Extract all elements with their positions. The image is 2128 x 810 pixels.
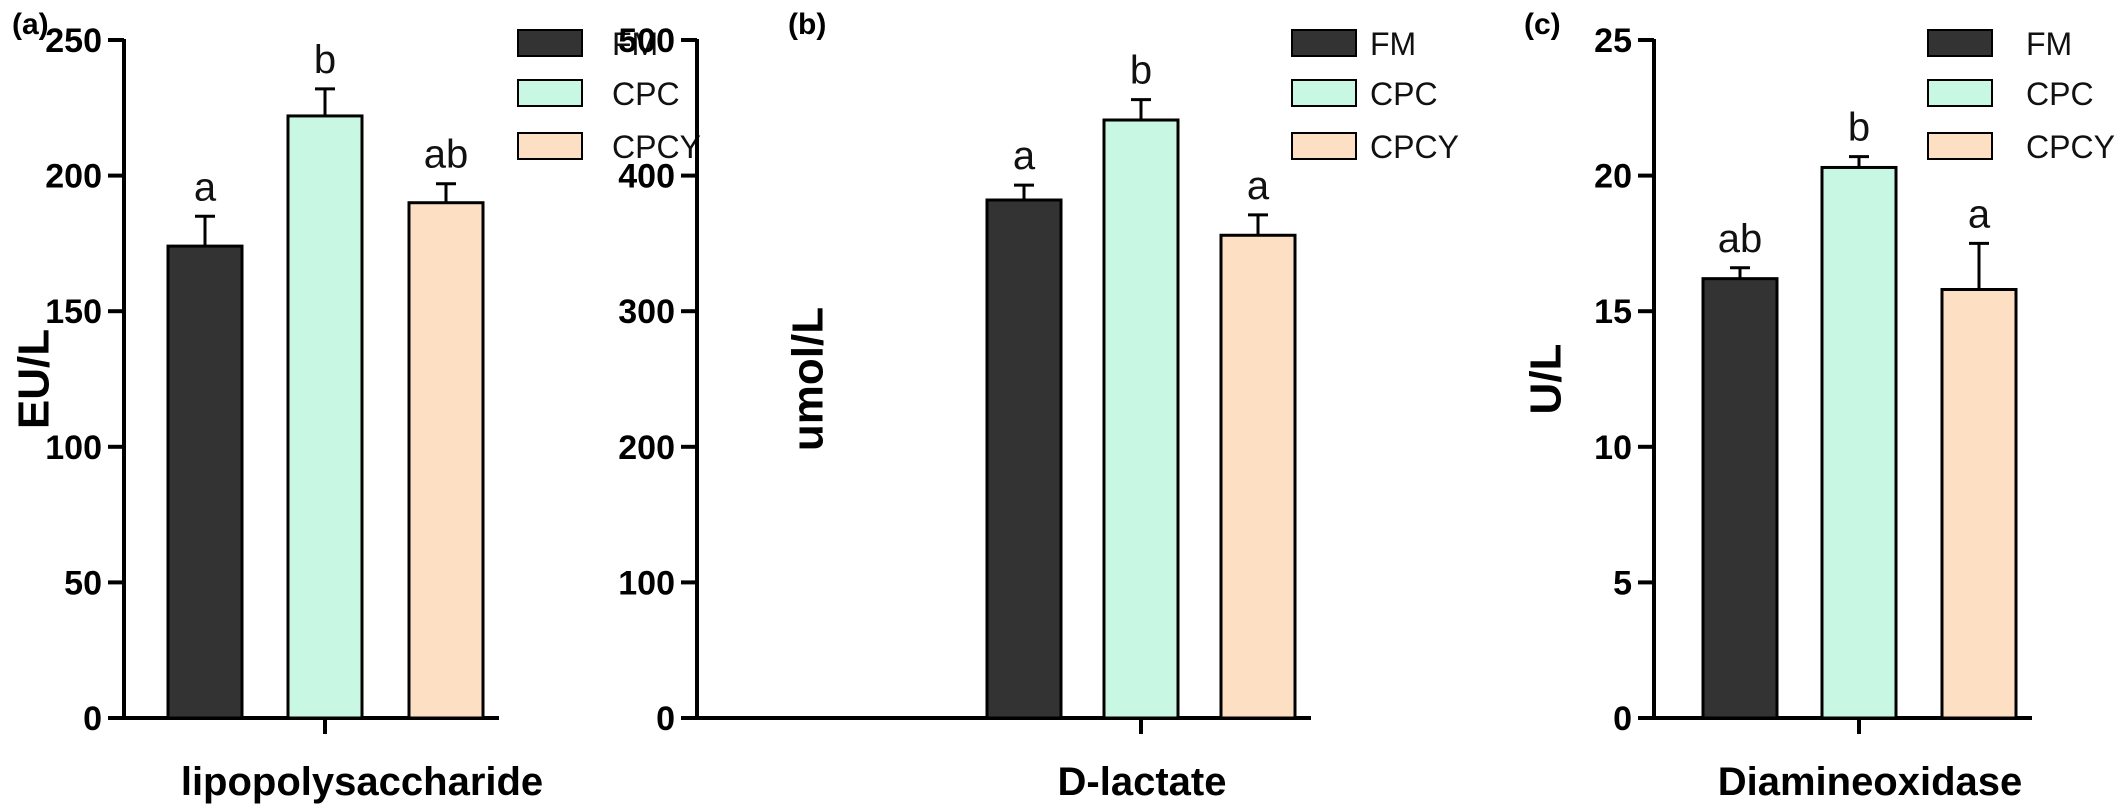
y-axis-label: umol/L bbox=[784, 307, 833, 451]
legend-swatch-fm bbox=[1291, 29, 1357, 57]
bar-cpcy bbox=[1940, 288, 2018, 720]
y-tick-label: 0 bbox=[656, 700, 675, 738]
y-tick-label: 200 bbox=[45, 158, 102, 196]
panel-letter: (a) bbox=[12, 8, 49, 41]
legend-label-cpcy: CPCY bbox=[1370, 129, 1459, 165]
legend-label-fm: FM bbox=[2026, 26, 2072, 62]
x-axis-label: D-lactate bbox=[1058, 760, 1227, 804]
legend-swatch-cpc bbox=[1927, 79, 1993, 107]
legend-label-cpc: CPC bbox=[2026, 76, 2094, 112]
bar-fm bbox=[166, 244, 244, 720]
x-axis-label: Diamineoxidase bbox=[1718, 760, 2023, 804]
significance-label-cpc: b bbox=[1848, 106, 1870, 150]
legend-label-cpcy: CPCY bbox=[2026, 129, 2115, 165]
legend-label-cpcy: CPCY bbox=[612, 129, 701, 165]
bar-cpc bbox=[286, 114, 364, 720]
y-tick-label: 200 bbox=[618, 429, 675, 467]
legend-swatch-fm bbox=[1927, 29, 1993, 57]
legend-label-cpc: CPC bbox=[612, 76, 680, 112]
bar-fm bbox=[985, 198, 1063, 720]
y-tick-label: 20 bbox=[1594, 158, 1632, 196]
legend-label-fm: FM bbox=[612, 26, 658, 62]
x-axis-label: lipopolysaccharide bbox=[181, 760, 543, 804]
y-tick-label: 0 bbox=[1613, 700, 1632, 738]
legend-swatch-cpcy bbox=[1291, 132, 1357, 160]
panel-letter: (c) bbox=[1524, 8, 1561, 41]
bar-cpc bbox=[1820, 165, 1898, 720]
significance-label-cpc: b bbox=[1130, 49, 1152, 93]
legend-label-fm: FM bbox=[1370, 26, 1416, 62]
y-tick-label: 300 bbox=[618, 293, 675, 331]
y-tick-label: 15 bbox=[1594, 293, 1632, 331]
y-tick-label: 25 bbox=[1594, 22, 1632, 60]
legend-swatch-cpc bbox=[517, 79, 583, 107]
y-axis-label: EU/L bbox=[10, 329, 59, 429]
chart-panel-1: (a) 0 50 100 150 200 250 EU/L lipopolysaccharide… bbox=[10, 8, 701, 804]
legend-swatch-fm bbox=[517, 29, 583, 57]
panel-letter: (b) bbox=[788, 8, 826, 41]
significance-label-fm: a bbox=[194, 165, 217, 209]
y-tick-label: 250 bbox=[45, 22, 102, 60]
y-tick-label: 50 bbox=[64, 564, 102, 602]
legend-swatch-cpc bbox=[1291, 79, 1357, 107]
y-tick-label: 150 bbox=[45, 293, 102, 331]
y-tick-label: 5 bbox=[1613, 564, 1632, 602]
y-tick-label: 10 bbox=[1594, 429, 1632, 467]
y-tick-label: 100 bbox=[618, 564, 675, 602]
y-axis-label: U/L bbox=[1522, 344, 1571, 415]
legend-swatch-cpcy bbox=[517, 132, 583, 160]
bar-cpcy bbox=[407, 201, 485, 720]
chart-panel-2: (b) 0 100 200 300 400 500 umol/L D-lactate a b a FM C… bbox=[618, 8, 1459, 804]
significance-label-cpcy: ab bbox=[424, 133, 469, 177]
chart-panel-3: (c) 0 5 10 15 20 25 U/L Diamineoxidase ab b a FM CPC C… bbox=[1522, 8, 2115, 804]
y-tick-label: 0 bbox=[83, 700, 102, 738]
significance-label-cpcy: a bbox=[1247, 164, 1270, 208]
legend-swatch-cpcy bbox=[1927, 132, 1993, 160]
bar-cpc bbox=[1102, 118, 1180, 720]
significance-label-fm: a bbox=[1013, 134, 1036, 178]
bar-fm bbox=[1701, 277, 1779, 720]
legend-label-cpc: CPC bbox=[1370, 76, 1438, 112]
significance-label-cpc: b bbox=[314, 38, 336, 82]
y-tick-label: 100 bbox=[45, 429, 102, 467]
y-tick-label: 400 bbox=[618, 158, 675, 196]
significance-label-fm: ab bbox=[1718, 217, 1763, 261]
y-tick-label: 500 bbox=[618, 22, 675, 60]
significance-label-cpcy: a bbox=[1968, 192, 1991, 236]
bar-cpcy bbox=[1219, 233, 1297, 720]
